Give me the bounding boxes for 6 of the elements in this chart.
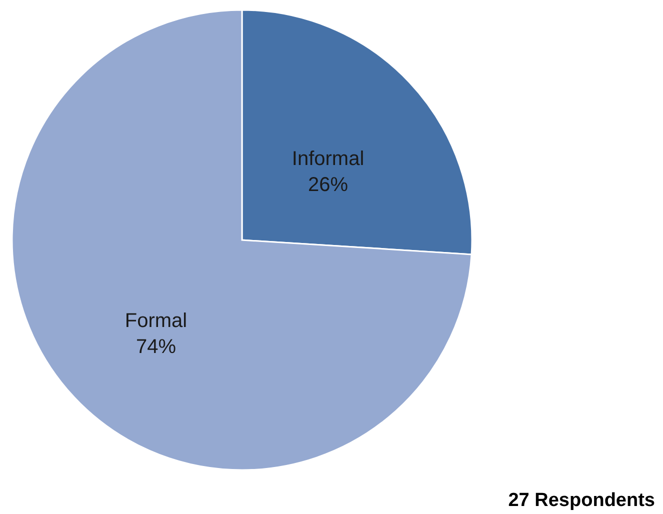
slice-label: Formal: [124, 310, 188, 332]
data-label: 26%: [308, 174, 348, 196]
text: 27 Respondents: [508, 490, 655, 511]
slice-label: Informal: [292, 148, 364, 170]
data-label: 74%: [136, 336, 176, 358]
pie-slice: [11, 9, 472, 471]
